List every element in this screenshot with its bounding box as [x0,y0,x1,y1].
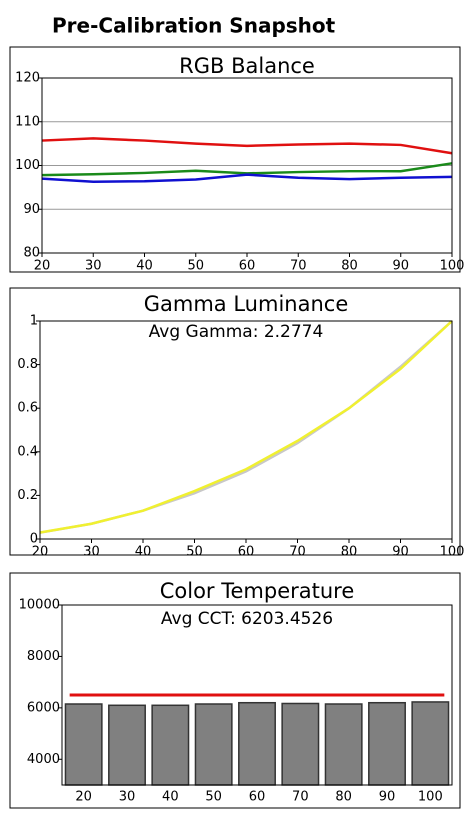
plot-border [41,77,453,254]
y-tick-label: 0.4 [17,444,38,459]
x-tick-label: 60 [239,259,256,274]
x-tick-label: 80 [341,259,358,274]
panel-border [9,46,461,273]
x-tick-label: 50 [186,545,203,560]
x-tick-label: 30 [83,545,100,560]
series-line [39,320,453,534]
x-tick-label: 40 [162,790,179,805]
plot-border [61,604,453,786]
panel-border [9,287,461,556]
x-tick-label: 90 [392,259,409,274]
y-tick-label: 0.8 [17,357,38,372]
y-tick-label: 100 [15,158,40,173]
page-title: Pre-Calibration Snapshot [52,14,336,38]
chart-title: Color Temperature [160,579,355,603]
y-tick-label: 0 [30,532,38,547]
bar [64,703,103,786]
bar [281,702,320,786]
x-tick-label: 70 [289,545,306,560]
x-tick-label: 90 [379,790,396,805]
x-tick-label: 80 [341,545,358,560]
chart-title: Gamma Luminance [144,292,348,316]
bar [151,704,190,786]
x-tick-label: 50 [205,790,222,805]
y-tick-label: 8000 [27,649,60,664]
bar [108,704,146,786]
bar [324,703,363,786]
x-tick-label: 40 [135,545,152,560]
y-tick-label: 4000 [27,752,60,767]
y-tick-label: 80 [23,246,40,261]
x-tick-label: 70 [292,790,309,805]
x-tick-label: 100 [440,545,465,560]
x-tick-label: 30 [119,790,136,805]
y-tick-label: 110 [15,114,40,129]
chart-title: RGB Balance [179,54,315,78]
y-tick-label: 0.2 [17,488,38,503]
x-tick-label: 60 [238,545,255,560]
series-line [41,162,453,177]
plot-border [39,320,453,540]
series-line [39,320,453,534]
y-tick-label: 90 [23,202,40,217]
y-tick-label: 1 [30,314,38,329]
series-line [41,173,453,183]
x-tick-label: 20 [34,259,51,274]
chart-subtitle: Avg Gamma: 2.2774 [149,322,324,342]
y-tick-label: 10000 [19,598,60,613]
x-tick-label: 20 [32,545,49,560]
x-tick-label: 80 [335,790,352,805]
y-tick-label: 0.6 [17,401,38,416]
x-tick-label: 90 [392,545,409,560]
series-line [41,137,453,155]
x-tick-label: 50 [187,259,204,274]
y-tick-label: 120 [15,71,40,86]
x-tick-label: 40 [136,259,153,274]
y-tick-label: 6000 [27,700,60,715]
x-tick-label: 30 [85,259,102,274]
bar [194,703,233,786]
panel-border [9,572,461,809]
x-tick-label: 100 [440,259,465,274]
x-tick-label: 100 [418,790,443,805]
bar [238,701,276,786]
bar [411,701,450,786]
x-tick-label: 20 [75,790,92,805]
bar [368,701,406,786]
chart-subtitle: Avg CCT: 6203.4526 [161,609,333,629]
x-tick-label: 70 [290,259,307,274]
x-tick-label: 60 [249,790,266,805]
